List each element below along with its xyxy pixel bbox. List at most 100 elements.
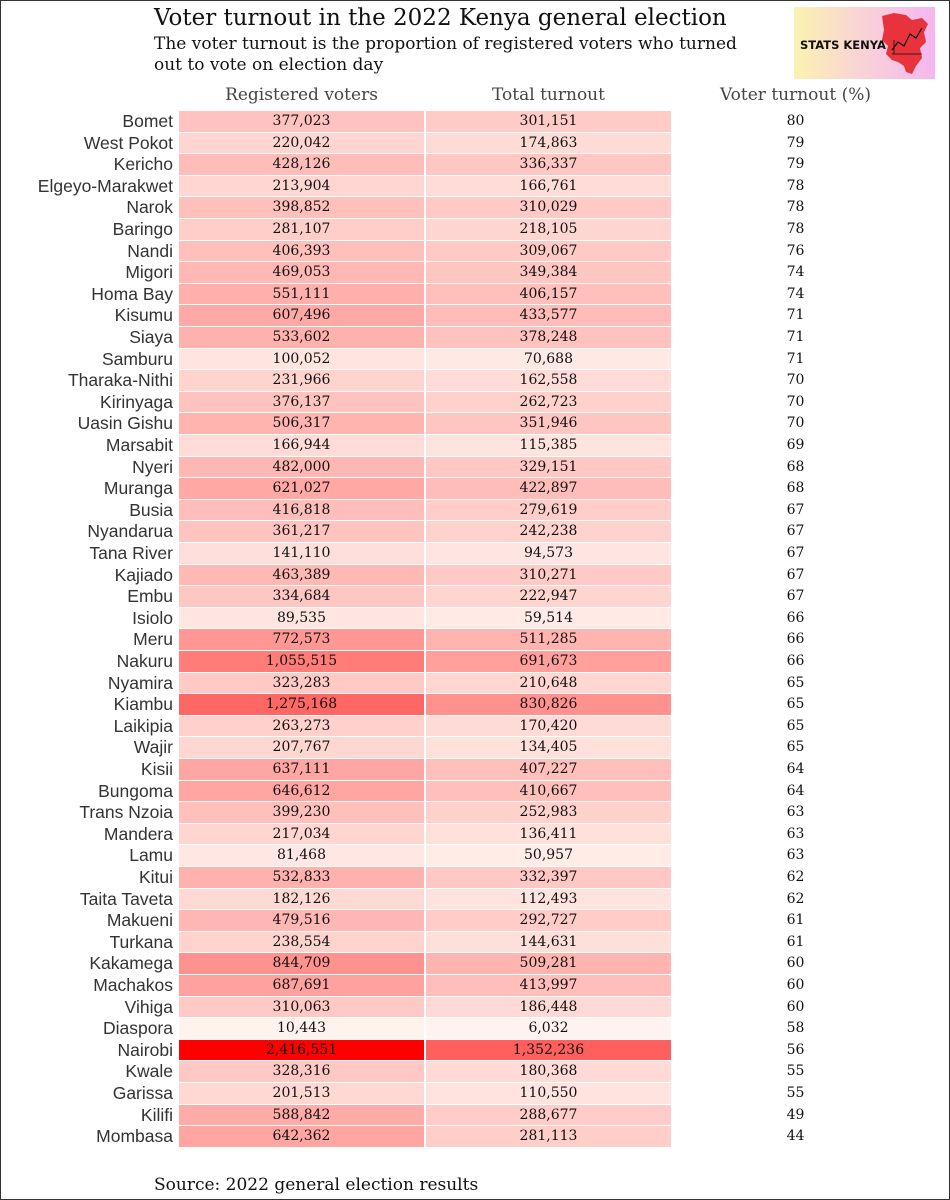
registered-voters-cell: 328,316 [179,1061,424,1082]
county-label: Laikipia [113,715,173,736]
total-turnout-cell: 59,514 [426,607,671,629]
table-row: Diaspora 10,443 6,032 58 [1,1018,949,1040]
table-row: Kisumu 607,496 433,577 71 [1,305,949,327]
table-row: Nakuru 1,055,515 691,673 66 [1,651,949,673]
total-turnout-cell: 830,826 [426,694,671,715]
voter-turnout-percent-cell: 65 [786,739,805,756]
column-header-turnout: Total turnout [492,85,605,105]
county-label: Vihiga [124,996,173,1017]
total-turnout-cell: 378,248 [426,327,671,348]
table-row: Mandera 217,034 136,411 63 [1,823,949,846]
registered-voters-cell: 1,055,515 [179,651,424,672]
voter-turnout-percent-cell: 68 [786,480,805,497]
registered-voters-cell: 334,684 [179,586,424,607]
table-row: Makueni 479,516 292,727 61 [1,910,949,932]
county-label: Trans Nzoia [79,802,173,823]
county-label: Bomet [122,111,173,131]
county-label: Muranga [103,478,173,499]
voter-turnout-percent-cell: 71 [786,329,805,345]
total-turnout-cell: 422,897 [426,478,671,499]
voter-turnout-percent-cell: 70 [786,372,805,389]
voter-turnout-percent-cell: 66 [786,609,805,626]
voter-turnout-percent-cell: 70 [786,393,805,410]
total-turnout-cell: 281,113 [426,1126,671,1147]
registered-voters-cell: 406,393 [179,240,424,262]
county-label: Kilifi [140,1104,173,1125]
voter-turnout-percent-cell: 65 [786,696,805,713]
voter-turnout-percent-cell: 74 [786,264,805,281]
county-label: Kitui [138,867,173,887]
county-label: Narok [126,197,173,218]
total-turnout-cell: 112,493 [426,888,671,910]
registered-voters-cell: 1,275,168 [179,694,424,715]
voter-turnout-percent-cell: 64 [786,761,805,777]
table-row: Kericho 428,126 336,337 79 [1,154,949,176]
table-row: Kisii 637,111 407,227 64 [1,759,949,781]
total-turnout-cell: 180,368 [426,1061,671,1082]
registered-voters-cell: 81,468 [179,845,424,866]
table-row: Uasin Gishu 506,317 351,946 70 [1,413,949,435]
registered-voters-cell: 646,612 [179,780,424,802]
total-turnout-cell: 509,281 [426,953,671,974]
registered-voters-cell: 217,034 [179,823,424,845]
voter-turnout-percent-cell: 60 [786,955,805,972]
voter-turnout-percent-cell: 61 [786,933,805,950]
registered-voters-cell: 100,052 [179,348,424,370]
county-label: Nakuru [116,651,173,671]
voter-turnout-percent-cell: 79 [786,156,805,173]
table-row: Mombasa 642,362 281,113 44 [1,1126,949,1148]
table-row: Kitui 532,833 332,397 62 [1,867,949,889]
total-turnout-cell: 309,067 [426,240,671,262]
total-turnout-cell: 406,157 [426,283,671,305]
total-turnout-cell: 413,997 [426,975,671,996]
county-label: Samburu [101,348,173,369]
county-label: Kakamega [89,953,173,974]
county-label: Nandi [127,240,173,261]
table-row: Kwale 328,316 180,368 55 [1,1061,949,1083]
total-turnout-cell: 174,863 [426,132,671,154]
voter-turnout-percent-cell: 66 [786,653,805,669]
county-label: Kwale [125,1061,173,1082]
county-label: Meru [133,629,173,650]
voter-turnout-percent-cell: 67 [786,523,805,540]
voter-turnout-percent-cell: 71 [786,307,805,324]
registered-voters-cell: 376,137 [179,391,424,413]
registered-voters-cell: 772,573 [179,629,424,650]
registered-voters-cell: 10,443 [179,1018,424,1039]
county-label: Embu [127,586,173,607]
total-turnout-cell: 166,761 [426,175,671,197]
total-turnout-cell: 332,397 [426,867,671,888]
voter-turnout-percent-cell: 58 [786,1020,805,1037]
table-row: Busia 416,818 279,619 67 [1,499,949,522]
total-turnout-cell: 310,271 [426,564,671,586]
total-turnout-cell: 691,673 [426,651,671,672]
table-row: Machakos 687,691 413,997 60 [1,975,949,997]
voter-turnout-percent-cell: 67 [786,566,805,583]
registered-voters-cell: 323,283 [179,672,424,694]
county-label: Lamu [129,845,173,866]
table-row: Taita Taveta 182,126 112,493 62 [1,888,949,911]
voter-turnout-percent-cell: 65 [786,717,805,734]
voter-turnout-percent-cell: 44 [786,1128,805,1145]
county-label: Tharaka-Nithi [67,370,173,391]
registered-voters-cell: 182,126 [179,888,424,910]
logo-text: STATS KENYA [800,38,886,52]
registered-voters-cell: 482,000 [179,456,424,478]
county-label: Busia [129,499,173,520]
county-label: Nyeri [132,456,173,477]
county-label: Siaya [129,327,173,347]
county-label: Elgeyo-Marakwet [37,175,173,196]
total-turnout-cell: 329,151 [426,456,671,478]
table-row: Lamu 81,468 50,957 63 [1,845,949,867]
table-row: Nyamira 323,283 210,648 65 [1,672,949,695]
registered-voters-cell: 469,053 [179,262,424,283]
voter-turnout-percent-cell: 76 [786,242,805,259]
total-turnout-cell: 310,029 [426,197,671,218]
table-row: Nyandarua 361,217 242,238 67 [1,521,949,543]
chart-title: Voter turnout in the 2022 Kenya general … [154,5,727,31]
table-row: Kirinyaga 376,137 262,723 70 [1,391,949,414]
table-row: Bomet 377,023 301,151 80 [1,111,949,133]
voter-turnout-percent-cell: 68 [786,458,805,475]
total-turnout-cell: 433,577 [426,305,671,326]
